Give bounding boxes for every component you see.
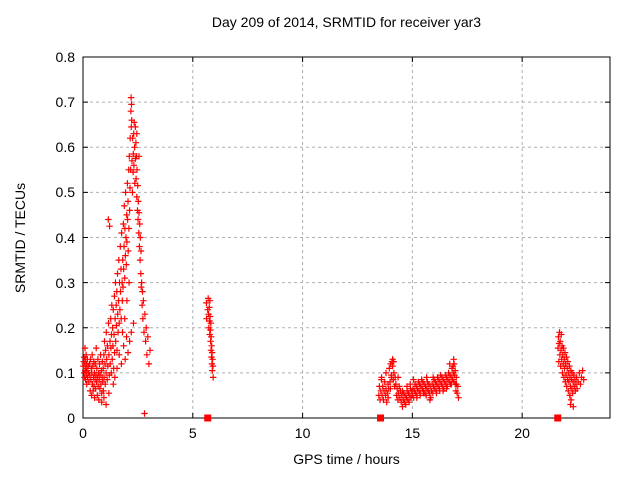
x-tick-label: 0	[79, 425, 87, 441]
y-tick-label: 0.3	[55, 274, 75, 291]
y-tick-label: 0.5	[55, 184, 75, 201]
y-tick-label: 0	[67, 410, 75, 426]
chart-title: Day 209 of 2014, SRMTID for receiver yar…	[211, 14, 482, 30]
x-tick-label: 15	[404, 425, 421, 441]
y-tick-label: 0.6	[55, 139, 75, 156]
x-axis-label: GPS time / hours	[293, 451, 400, 467]
y-tick-label: 0.8	[55, 49, 75, 65]
y-tick-label: 0.7	[55, 94, 75, 111]
x-tick-label: 20	[514, 425, 530, 441]
x-tick-label: 10	[294, 425, 311, 441]
y-tick-label: 0.4	[55, 229, 75, 246]
x-tick-label: 5	[188, 425, 197, 441]
y-tick-label: 0.2	[55, 319, 75, 336]
y-tick-label: 0.1	[55, 364, 75, 381]
